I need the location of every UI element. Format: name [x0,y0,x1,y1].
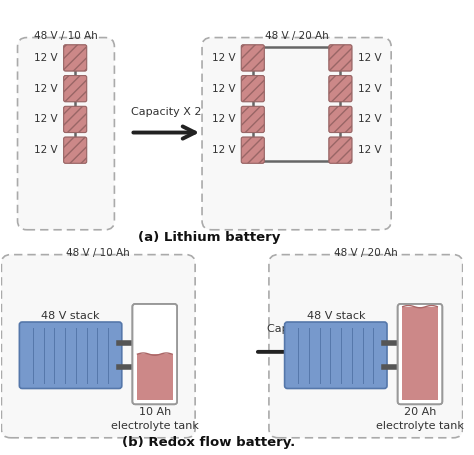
FancyBboxPatch shape [329,137,352,163]
FancyBboxPatch shape [241,45,264,71]
Text: 12 V: 12 V [34,84,58,94]
FancyBboxPatch shape [241,137,264,163]
Text: 12 V: 12 V [358,53,382,63]
Text: electrolyte tank: electrolyte tank [111,420,199,430]
FancyBboxPatch shape [18,38,114,230]
FancyBboxPatch shape [241,106,264,132]
FancyBboxPatch shape [329,45,352,71]
Text: 12 V: 12 V [358,84,382,94]
Text: 48 V stack: 48 V stack [41,311,100,321]
FancyBboxPatch shape [284,322,387,389]
FancyBboxPatch shape [202,38,391,230]
Text: Capacity X 2: Capacity X 2 [267,324,337,334]
FancyBboxPatch shape [329,76,352,102]
FancyBboxPatch shape [132,304,177,404]
Text: 48 V stack: 48 V stack [307,311,365,321]
Text: 12 V: 12 V [211,53,235,63]
FancyBboxPatch shape [64,45,87,71]
Text: 48 V / 20 Ah: 48 V / 20 Ah [334,248,398,258]
FancyBboxPatch shape [64,106,87,132]
Text: 12 V: 12 V [34,114,58,124]
FancyBboxPatch shape [241,76,264,102]
FancyBboxPatch shape [269,255,463,438]
Text: (b) Redox flow battery.: (b) Redox flow battery. [122,436,296,450]
Text: electrolyte tank: electrolyte tank [376,420,464,430]
FancyBboxPatch shape [1,255,195,438]
FancyBboxPatch shape [64,137,87,163]
Text: 48 V / 10 Ah: 48 V / 10 Ah [66,248,130,258]
Text: 20 Ah: 20 Ah [404,407,436,417]
FancyBboxPatch shape [398,304,442,404]
Text: 48 V / 10 Ah: 48 V / 10 Ah [34,31,98,41]
Text: 12 V: 12 V [358,114,382,124]
Text: 12 V: 12 V [358,145,382,155]
Text: Capacity X 2: Capacity X 2 [131,107,201,116]
Text: 12 V: 12 V [211,145,235,155]
Text: 48 V / 20 Ah: 48 V / 20 Ah [264,31,328,41]
Text: (a) Lithium battery: (a) Lithium battery [138,231,280,244]
FancyBboxPatch shape [19,322,122,389]
FancyBboxPatch shape [329,106,352,132]
Text: 10 Ah: 10 Ah [138,407,171,417]
Text: 12 V: 12 V [34,145,58,155]
Bar [402,307,438,400]
FancyBboxPatch shape [64,76,87,102]
Text: 12 V: 12 V [211,84,235,94]
Bar [137,354,173,400]
Text: 12 V: 12 V [34,53,58,63]
Text: 12 V: 12 V [211,114,235,124]
